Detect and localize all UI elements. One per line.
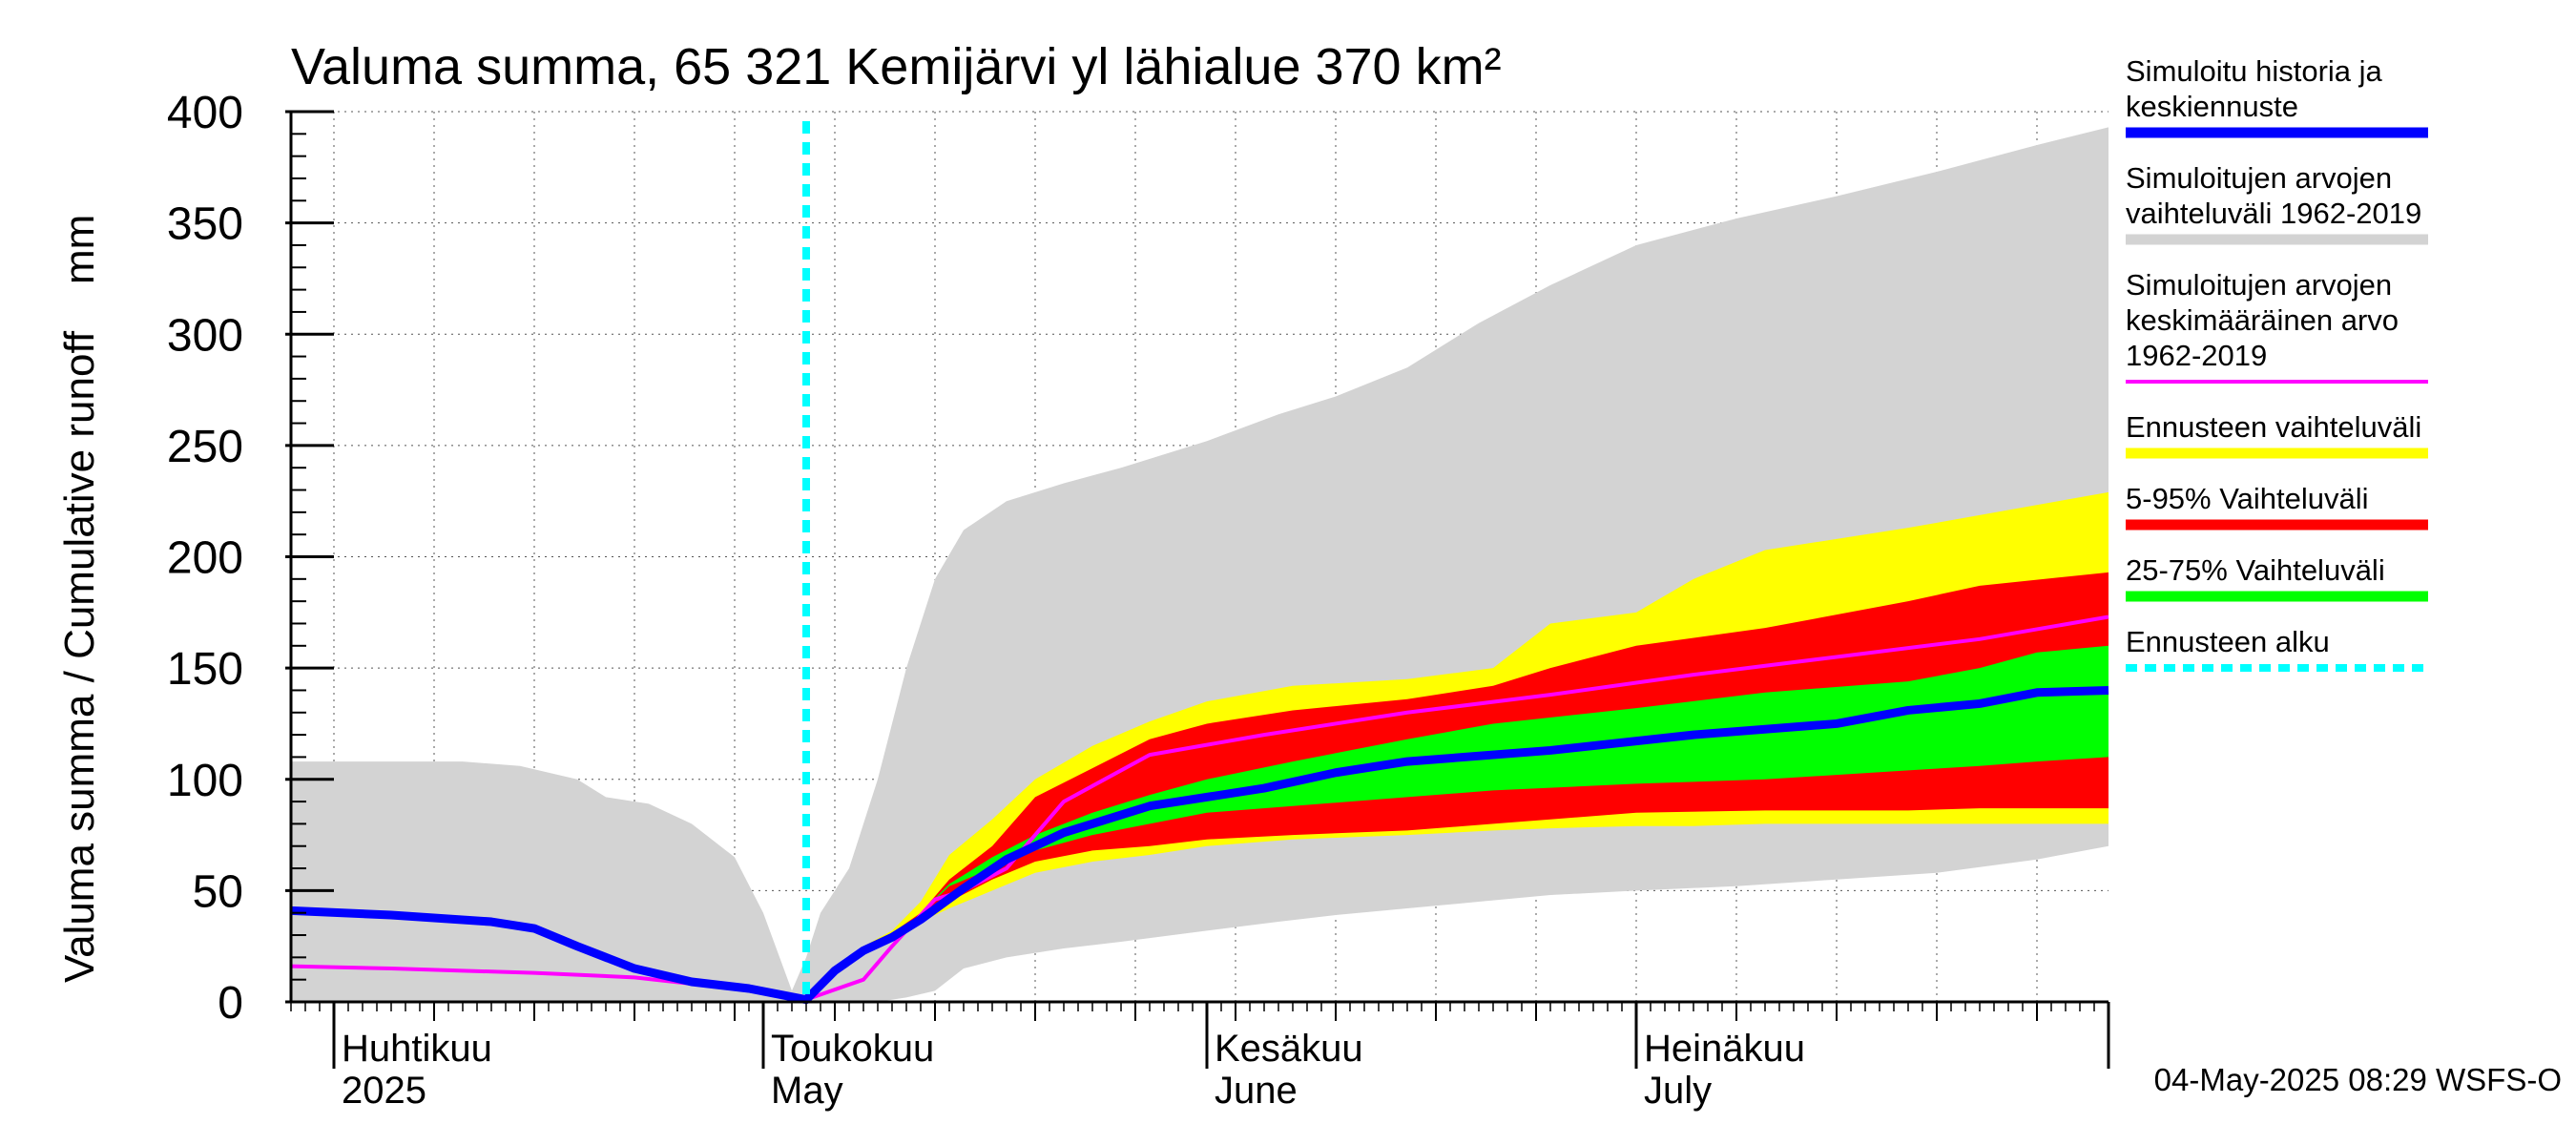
band-areas: [291, 127, 2109, 1002]
month-label-en: July: [1644, 1070, 1712, 1112]
legend-label: 25-75% Vaihteluväli: [2126, 553, 2385, 587]
month-label: Huhtikuu: [342, 1028, 492, 1070]
series-lines: [290, 121, 2109, 1005]
legend-label: 5-95% Vaihteluväli: [2126, 482, 2368, 515]
month-label-en: June: [1215, 1070, 1298, 1112]
legend-label: vaihteluväli 1962-2019: [2126, 197, 2421, 230]
legend-label: Ennusteen alku: [2126, 625, 2330, 658]
legend-label: Ennusteen vaihteluväli: [2126, 410, 2421, 444]
y-tick-label: 350: [167, 199, 243, 250]
y-tick-label: 400: [167, 88, 243, 138]
legend-label: 1962-2019: [2126, 339, 2267, 372]
y-axis-label: Valuma summa / Cumulative runoff mm: [56, 215, 103, 983]
month-label: Kesäkuu: [1215, 1028, 1363, 1070]
band-area: [806, 645, 2109, 998]
y-tick-label: 100: [167, 756, 243, 806]
y-tick-label: 0: [218, 978, 243, 1029]
timestamp: 04-May-2025 08:29 WSFS-O: [2154, 1062, 2562, 1097]
series-line: [290, 614, 2109, 1002]
y-tick-label: 200: [167, 533, 243, 584]
legend-label: Simuloitujen arvojen: [2126, 268, 2392, 302]
month-label-en: May: [771, 1070, 843, 1112]
month-label: Heinäkuu: [1644, 1028, 1805, 1070]
legend-label: keskiennuste: [2126, 90, 2298, 123]
legend-label: Simuloitujen arvojen: [2126, 161, 2392, 195]
legend-label: Simuloitu historia ja: [2126, 54, 2383, 88]
y-tick-label: 300: [167, 310, 243, 361]
y-tick-label: 250: [167, 422, 243, 472]
y-tick-label: 150: [167, 644, 243, 695]
month-label: Toukokuu: [771, 1028, 934, 1070]
series-line: [290, 685, 2109, 1005]
y-tick-label: 50: [193, 866, 243, 917]
month-label-en: 2025: [342, 1070, 426, 1112]
legend-label: keskimääräinen arvo: [2126, 303, 2399, 337]
chart-title: Valuma summa, 65 321 Kemijärvi yl lähial…: [291, 38, 1502, 95]
